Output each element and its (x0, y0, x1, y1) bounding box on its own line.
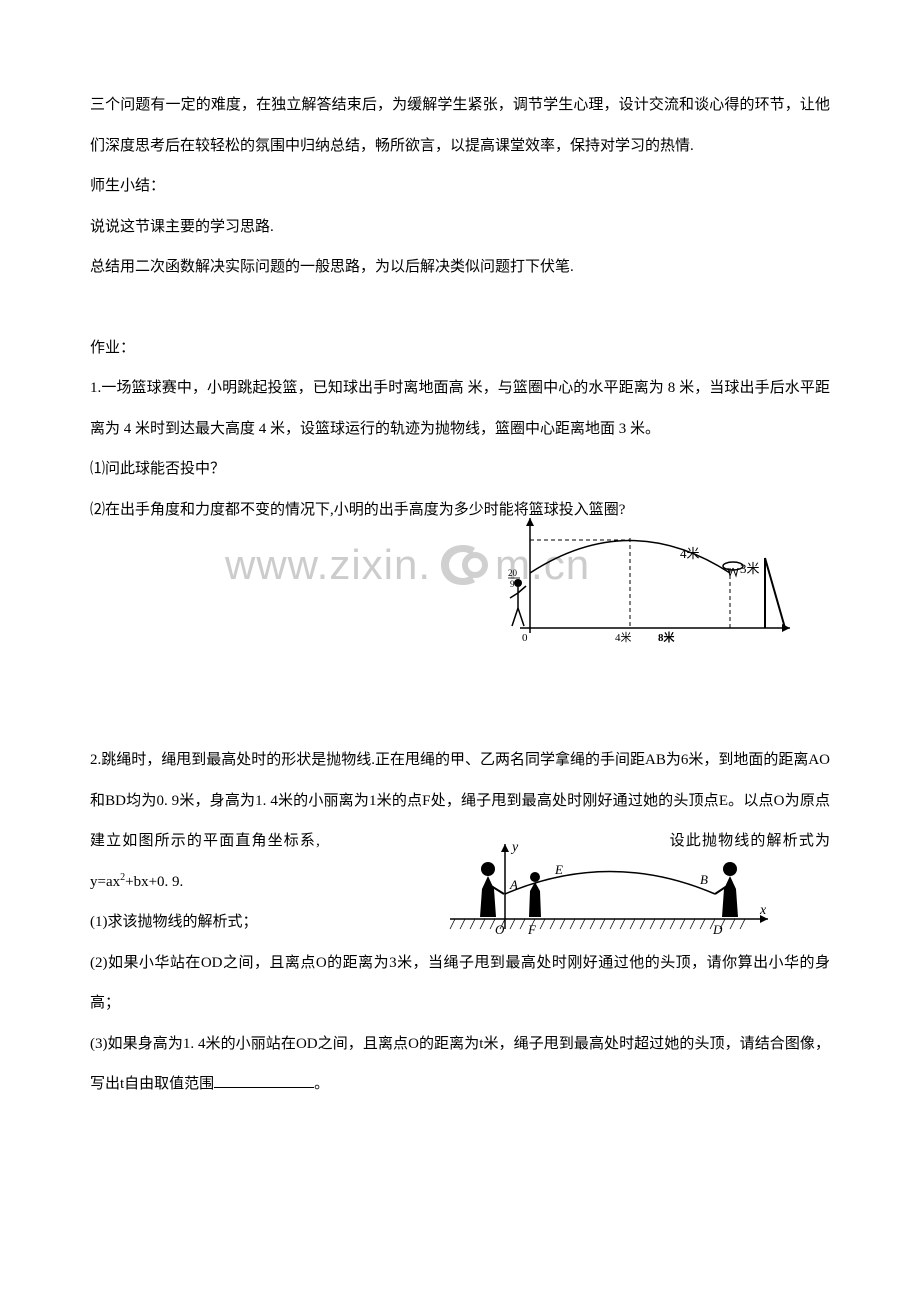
question2-sub3: (3)如果身高为1. 4米的小丽站在OD之间，且离点O的距离为t米，绳子甩到最高… (90, 1024, 830, 1105)
question2-text-c: +bx+0. 9. (125, 874, 183, 890)
summary-line2: 总结用二次函数解决实际问题的一般思路，为以后解决类似问题打下伏笔. (90, 247, 830, 288)
summary-heading: 师生小结： (90, 166, 830, 207)
blank-fill (214, 1087, 314, 1088)
question1-sub1: ⑴问此球能否投中？ (90, 449, 830, 490)
summary-line1: 说说这节课主要的学习思路. (90, 207, 830, 248)
question2-sub3-text: (3)如果身高为1. 4米的小丽站在OD之间，且离点O的距离为t米，绳子甩到最高… (90, 1036, 830, 1093)
intro-paragraph: 三个问题有一定的难度，在独立解答结束后，为缓解学生紧张，调节学生心理，设计交流和… (90, 85, 830, 166)
question1-sub2: ⑵在出手角度和力度都不变的情况下,小明的出手高度为多少时能将篮球投入篮圈? (90, 490, 830, 531)
question2-sub3-end: 。 (314, 1076, 329, 1092)
question2-sub1: (1)求该抛物线的解析式； (90, 902, 830, 943)
question1: 1.一场篮球赛中，小明跳起投篮，已知球出手时离地面高 米，与篮圈中心的水平距离为… (90, 368, 830, 449)
homework-title: 作业： (90, 328, 830, 369)
question2-sub2: (2)如果小华站在OD之间，且离点O的距离为3米，当绳子甩到最高处时刚好通过他的… (90, 943, 830, 1024)
question2-part1: 2.跳绳时，绳甩到最高处时的形状是抛物线.正在甩绳的甲、乙两名同学拿绳的手间距A… (90, 740, 830, 902)
